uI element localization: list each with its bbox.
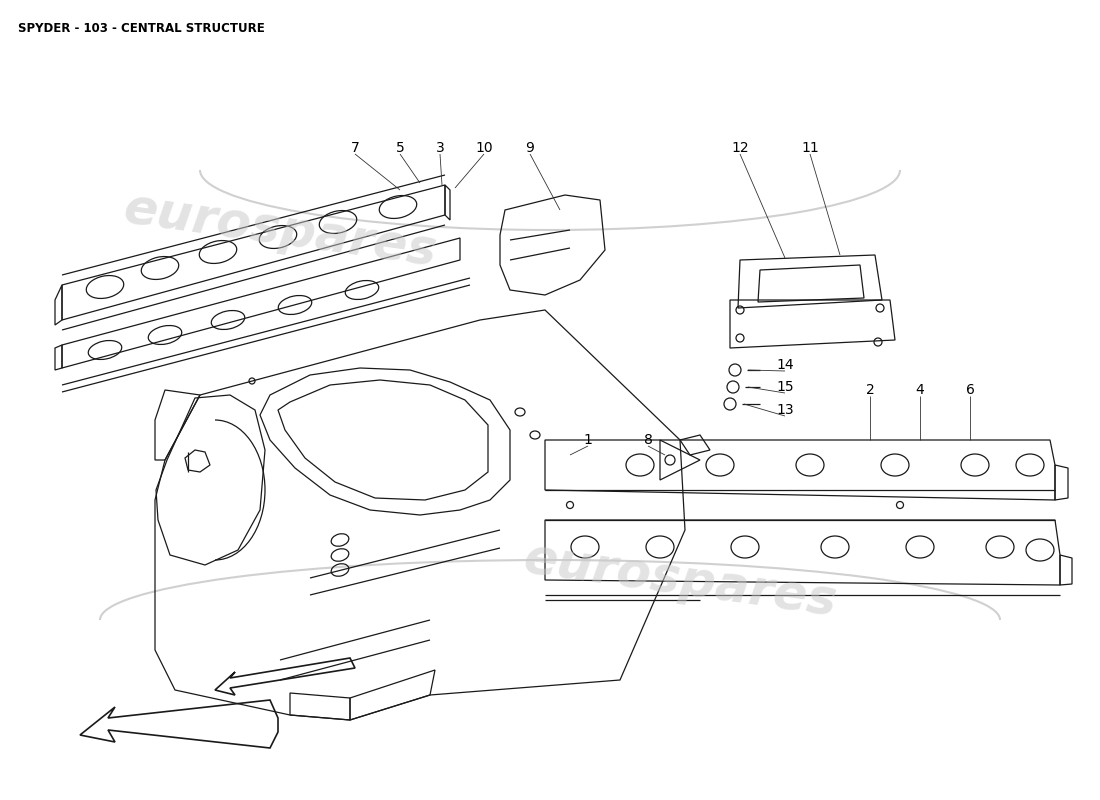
- Text: 13: 13: [777, 403, 794, 417]
- Text: 10: 10: [475, 141, 493, 155]
- Text: SPYDER - 103 - CENTRAL STRUCTURE: SPYDER - 103 - CENTRAL STRUCTURE: [18, 22, 265, 35]
- Text: 14: 14: [777, 358, 794, 372]
- Text: 12: 12: [732, 141, 749, 155]
- Text: eurospares: eurospares: [520, 534, 839, 626]
- Text: 7: 7: [351, 141, 360, 155]
- Text: 4: 4: [915, 383, 924, 397]
- Text: 1: 1: [584, 433, 593, 447]
- Text: 8: 8: [644, 433, 652, 447]
- Text: 6: 6: [966, 383, 975, 397]
- Text: 2: 2: [866, 383, 874, 397]
- Text: 15: 15: [777, 380, 794, 394]
- Text: 5: 5: [396, 141, 405, 155]
- Text: 3: 3: [436, 141, 444, 155]
- Text: eurospares: eurospares: [120, 184, 440, 276]
- Text: 9: 9: [526, 141, 535, 155]
- Text: 11: 11: [801, 141, 818, 155]
